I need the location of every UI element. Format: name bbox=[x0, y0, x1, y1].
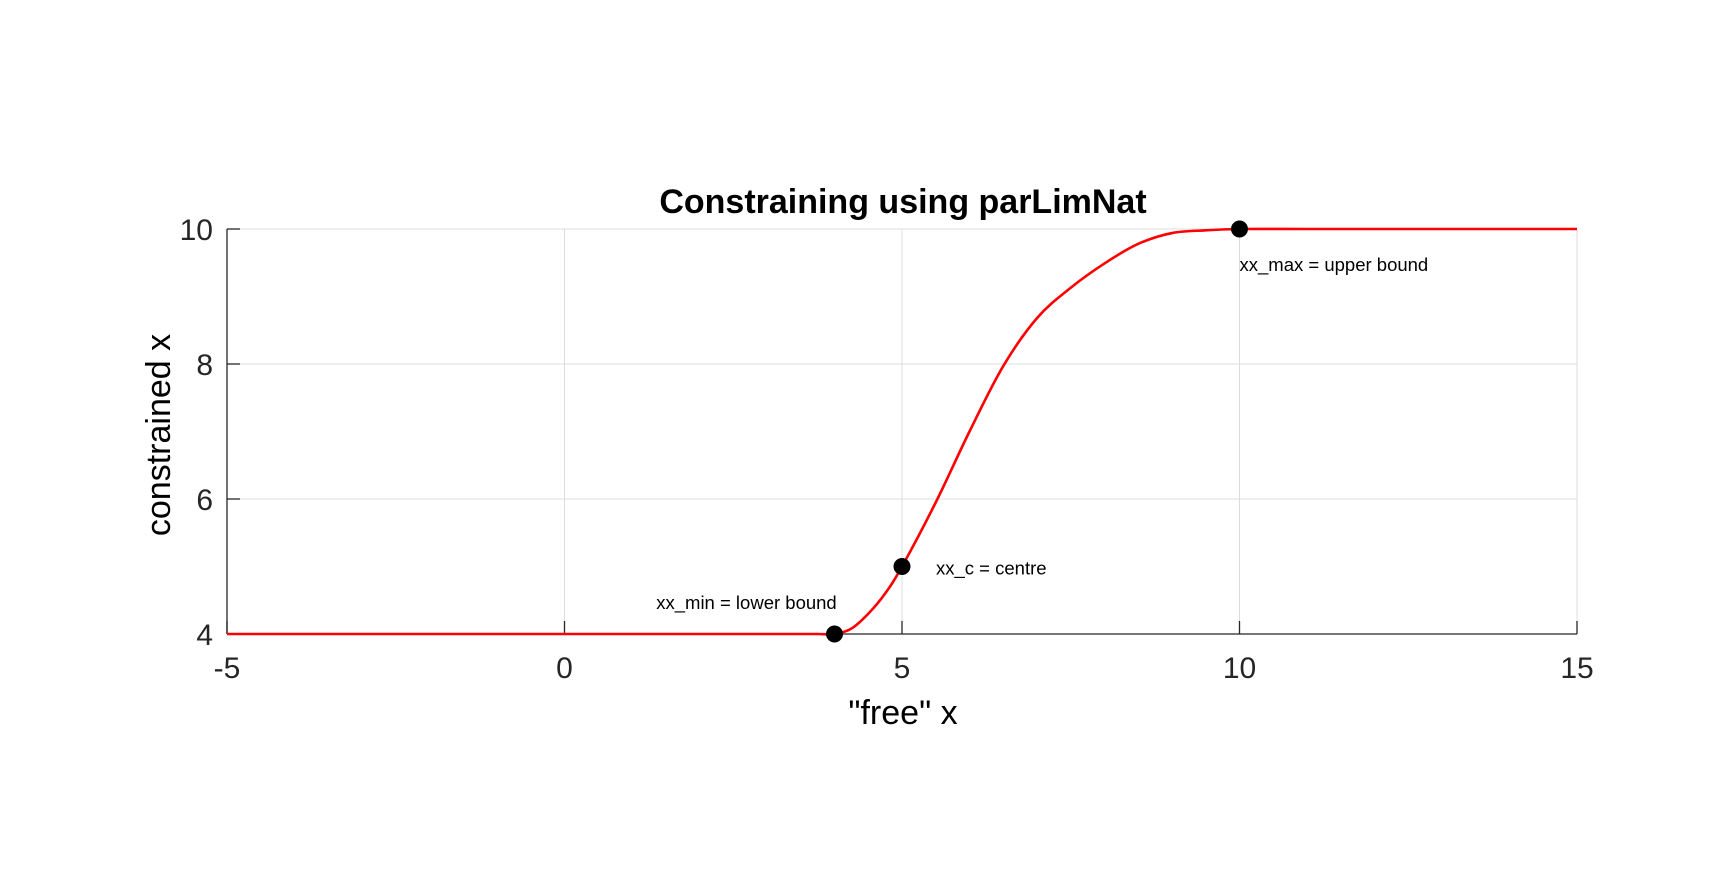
y-tick-label: 4 bbox=[196, 619, 213, 652]
series-line bbox=[227, 227, 1577, 636]
point-annotation: xx_max = upper bound bbox=[1240, 254, 1429, 276]
x-tick-label: 0 bbox=[556, 652, 573, 685]
point-annotation: xx_min = lower bound bbox=[656, 592, 836, 614]
x-tick-label: 5 bbox=[894, 652, 911, 685]
point-marker bbox=[826, 625, 843, 643]
x-tick-label: -5 bbox=[214, 652, 241, 685]
point-annotation: xx_c = centre bbox=[936, 558, 1047, 580]
series bbox=[227, 227, 1577, 636]
x-axis-label: "free" x bbox=[848, 694, 957, 732]
chart-title: Constraining using parLimNat bbox=[659, 183, 1146, 221]
point-marker bbox=[893, 558, 911, 575]
y-axis-label: constrained x bbox=[140, 334, 178, 536]
x-tick-label: 10 bbox=[1223, 652, 1256, 685]
y-tick-label: 6 bbox=[196, 484, 213, 517]
y-tick-label: 8 bbox=[196, 349, 213, 382]
annotated-points: xx_min = lower bound xx_c = centre xx_max … bbox=[656, 220, 1429, 643]
y-tick-label: 10 bbox=[180, 214, 213, 247]
point-marker bbox=[1231, 220, 1248, 238]
x-tick-label: 15 bbox=[1560, 652, 1593, 685]
axes: -5 0 5 10 15 4 6 8 10 bbox=[180, 214, 1594, 685]
